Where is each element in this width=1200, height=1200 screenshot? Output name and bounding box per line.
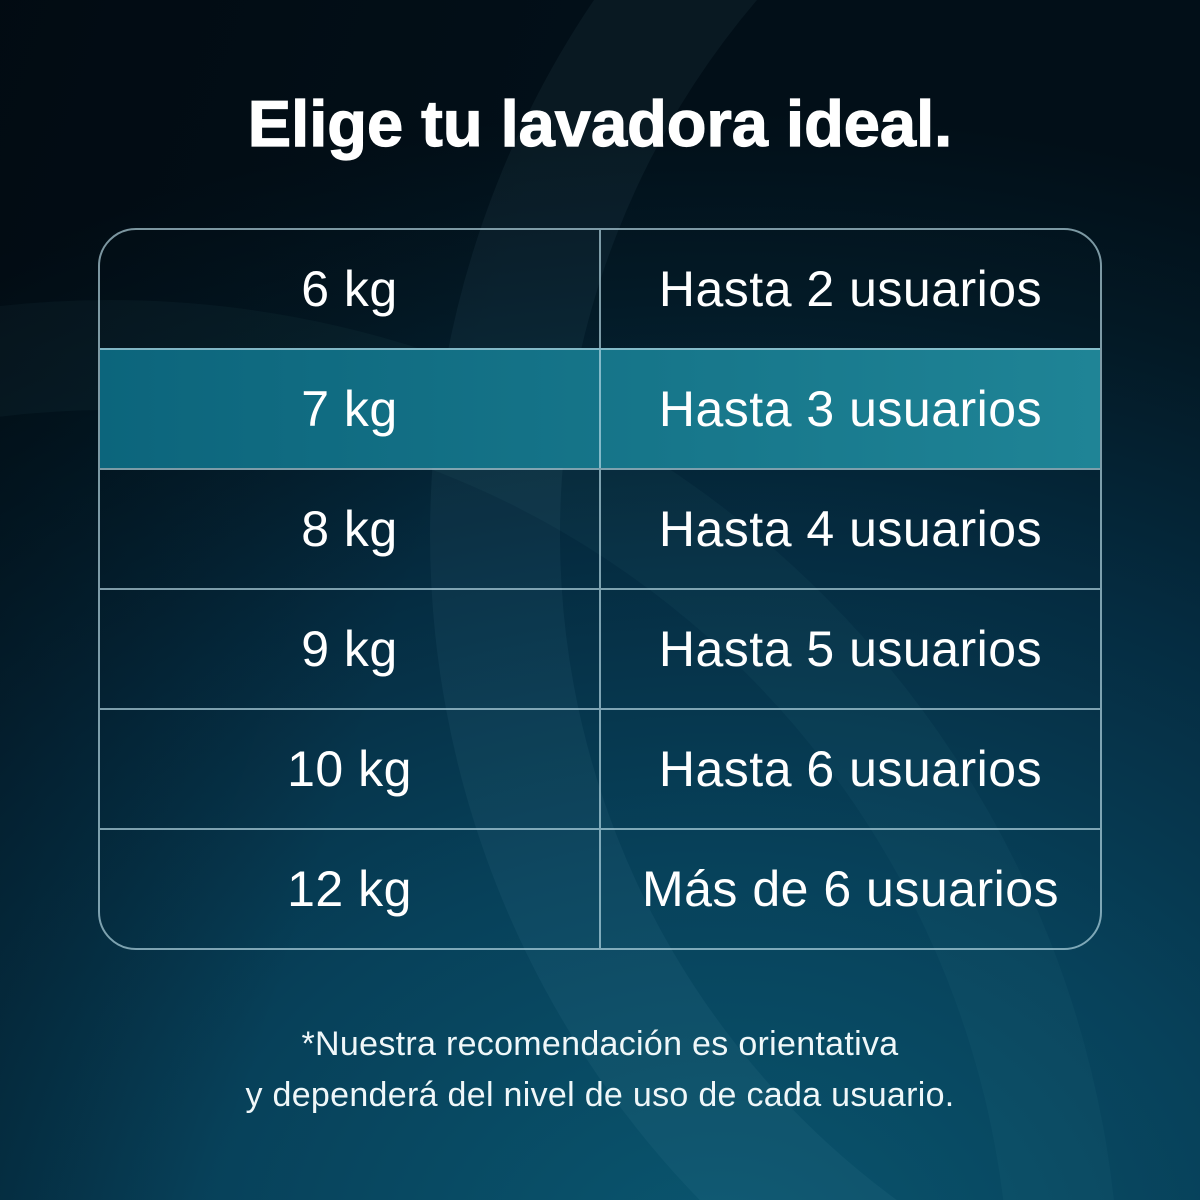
users-cell: Hasta 4 usuarios — [658, 501, 1043, 557]
users-cell: Hasta 2 usuarios — [658, 261, 1043, 317]
footnote-line-2: y dependerá del nivel de uso de cada usu… — [245, 1076, 955, 1114]
users-cell: Hasta 3 usuarios — [658, 381, 1043, 437]
capacity-cell: 7 kg — [100, 350, 601, 468]
capacity-cell: 9 kg — [100, 590, 601, 708]
capacity-cell: 8 kg — [100, 470, 601, 588]
table-row: 10 kg Hasta 6 usuarios — [100, 708, 1100, 828]
table-row: 12 kg Más de 6 usuarios — [100, 828, 1100, 948]
users-cell: Hasta 5 usuarios — [658, 621, 1043, 677]
table-row: 8 kg Hasta 4 usuarios — [100, 468, 1100, 588]
capacity-cell: 10 kg — [100, 710, 601, 828]
footnote: *Nuestra recomendación es orientativa y … — [0, 1019, 1200, 1121]
capacity-cell: 6 kg — [100, 230, 601, 348]
capacity-cell: 12 kg — [100, 830, 601, 948]
footnote-line-1: *Nuestra recomendación es orientativa — [301, 1025, 899, 1063]
capacity-recommendation-table: 6 kg Hasta 2 usuarios 7 kg Hasta 3 usuar… — [98, 228, 1102, 950]
users-cell: Más de 6 usuarios — [641, 861, 1060, 917]
table-row: 6 kg Hasta 2 usuarios — [100, 230, 1100, 348]
page-title: Elige tu lavadora ideal. — [247, 86, 953, 160]
table-row: 9 kg Hasta 5 usuarios — [100, 588, 1100, 708]
users-cell: Hasta 6 usuarios — [658, 741, 1043, 797]
table-row: 7 kg Hasta 3 usuarios — [100, 348, 1100, 468]
